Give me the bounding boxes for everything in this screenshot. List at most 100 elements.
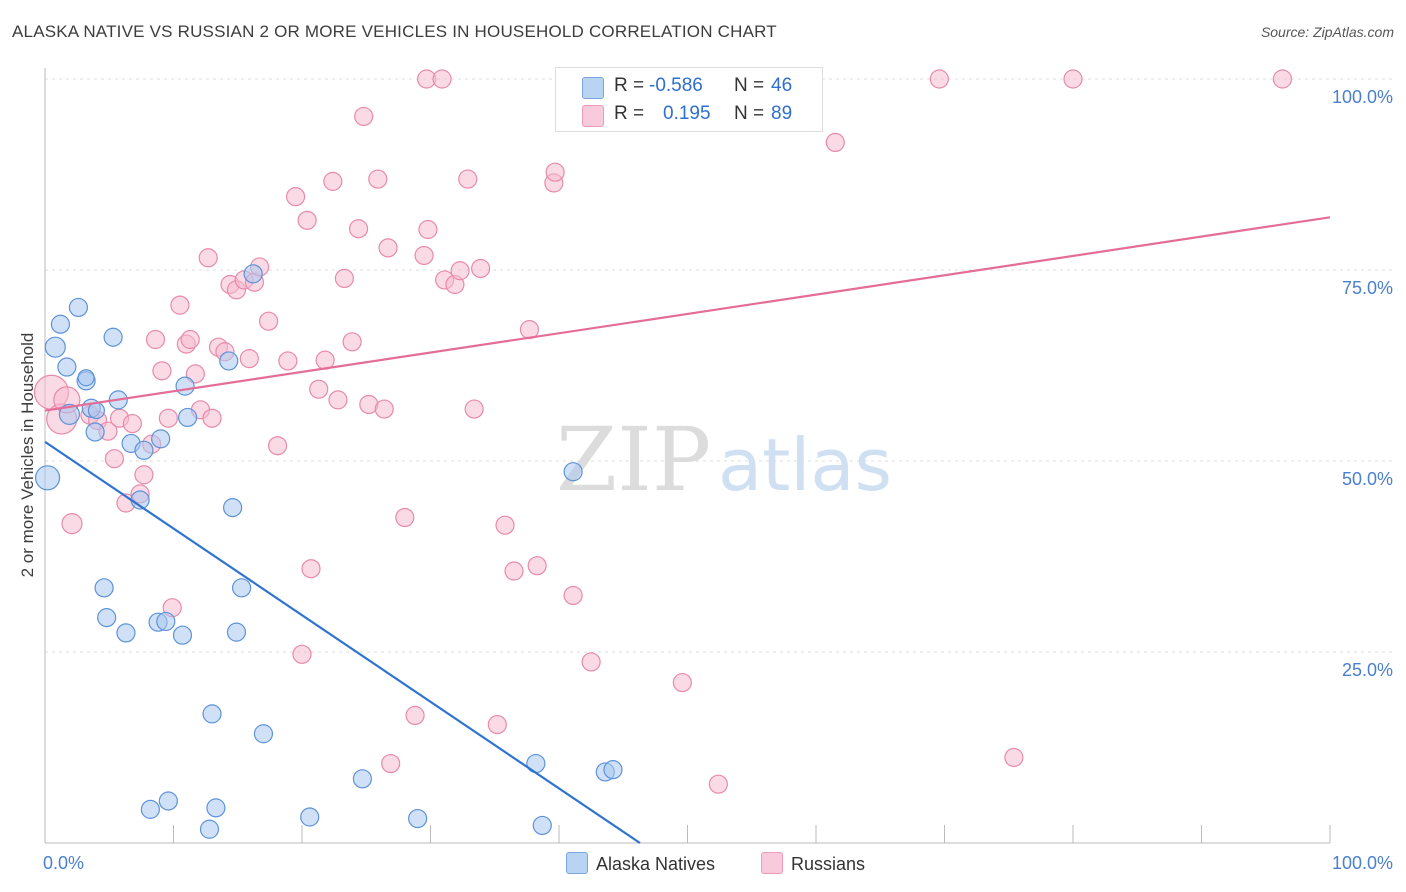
russian-trend-line: [44, 216, 1331, 412]
alaska-native-point-36: [300, 807, 320, 827]
alaska-native-point-1: [44, 336, 66, 358]
alaska-native-point-19: [140, 799, 160, 819]
russian-point-72: [563, 585, 583, 606]
legend-row-russians: R = 0.195 N = 89: [556, 101, 822, 129]
russian-point-56: [418, 219, 438, 240]
russian-point-30: [239, 349, 259, 369]
y-tick-label-2: 50.0%: [1342, 469, 1393, 489]
watermark-zip: ZIP: [556, 408, 711, 511]
russian-point-76: [672, 672, 692, 693]
russian-point-85: [1272, 69, 1293, 89]
chart-title: ALASKA NATIVE VS RUSSIAN 2 OR MORE VEHIC…: [12, 22, 777, 41]
r-value: -0.586: [649, 75, 703, 96]
russian-point-14: [145, 329, 166, 350]
russian-point-50: [374, 399, 394, 419]
russian-point-15: [152, 361, 172, 381]
alaska-native-point-33: [232, 578, 252, 598]
alaska-native-point-0: [34, 465, 61, 491]
alaska-native-trend-line: [44, 440, 641, 844]
russian-point-20: [180, 329, 200, 350]
alaska-native-point-4: [58, 403, 81, 425]
n-value: 89: [771, 103, 793, 124]
alaska-native-point-27: [199, 819, 220, 839]
n-label: N =: [734, 103, 765, 124]
y-tick-label-3: 25.0%: [1342, 660, 1393, 680]
alaska-natives-swatch: [566, 852, 588, 874]
alaska-native-point-9: [85, 422, 105, 442]
russian-point-18: [170, 295, 190, 315]
trend-lines: [44, 216, 1331, 844]
russian-point-61: [450, 261, 470, 281]
russian-point-81: [929, 69, 949, 89]
alaska-native-point-22: [156, 611, 176, 632]
alaska-native-point-43: [603, 760, 623, 780]
russian-point-63: [464, 399, 484, 419]
russian-point-21: [185, 364, 205, 384]
alaska-native-point-40: [532, 815, 552, 836]
alaska-native-point-23: [158, 791, 178, 811]
alaska-native-point-18: [134, 440, 154, 460]
alaska-native-point-3: [57, 357, 77, 377]
russian-point-65: [487, 714, 507, 735]
legend-item-russians[interactable]: Russians: [761, 852, 865, 875]
russian-point-54: [405, 705, 425, 726]
russian-point-7: [104, 449, 124, 469]
alaska-native-point-24: [172, 625, 193, 645]
x-tick-label-left: 0.0%: [43, 853, 84, 873]
alaska-native-point-25: [175, 376, 195, 396]
alaska-natives-points: [34, 264, 623, 839]
russian-point-69: [527, 556, 547, 576]
alaska-native-point-13: [103, 327, 123, 347]
russian-point-10: [122, 413, 142, 434]
y-tick-label-1: 75.0%: [1342, 278, 1393, 298]
russian-point-71: [545, 162, 565, 182]
russian-point-3: [61, 513, 83, 535]
legend-item-alaska-natives[interactable]: Alaska Natives: [566, 852, 715, 875]
russian-point-47: [354, 106, 374, 127]
russian-point-36: [285, 187, 306, 207]
alaska-native-point-32: [226, 622, 247, 642]
russian-point-16: [158, 408, 178, 428]
alaska-native-point-12: [97, 608, 117, 628]
russian-point-33: [258, 311, 279, 331]
alaska-natives-swatch: [582, 77, 604, 99]
russian-point-64: [471, 258, 491, 279]
alaska-native-point-34: [243, 264, 263, 284]
russian-point-82: [1004, 747, 1024, 768]
alaska-native-point-26: [178, 407, 198, 428]
russian-point-51: [381, 753, 401, 774]
russian-point-80: [825, 132, 845, 153]
n-value: 46: [771, 75, 793, 96]
russian-point-78: [708, 774, 728, 794]
alaska-native-point-11: [94, 578, 114, 598]
russian-point-12: [134, 465, 154, 485]
axes: [44, 68, 1331, 844]
russian-point-83: [1063, 69, 1083, 89]
alaska-native-point-35: [253, 724, 274, 744]
alaska-native-point-5: [68, 297, 89, 318]
russian-point-66: [495, 515, 515, 535]
series-legend: Alaska Natives Russians: [0, 850, 1406, 880]
y-tick-label-0: 100.0%: [1332, 87, 1393, 107]
r-value: 0.195: [663, 103, 711, 124]
alaska-native-point-31: [223, 498, 243, 518]
russian-point-53: [395, 507, 415, 528]
alaska-native-point-2: [50, 314, 71, 334]
tick-labels: 100.0% 75.0% 50.0% 25.0% 0.0% 100.0%: [43, 87, 1393, 873]
alaska-native-point-7: [77, 369, 95, 387]
russian-point-35: [278, 351, 298, 371]
russian-point-58: [432, 69, 452, 89]
alaska-native-point-15: [116, 623, 136, 643]
russian-point-38: [297, 210, 317, 230]
alaska-native-point-30: [219, 351, 239, 371]
watermark: ZIP atlas: [556, 408, 892, 511]
russian-point-67: [504, 561, 524, 581]
alaska-native-point-37: [352, 769, 372, 789]
r-label: R =: [614, 103, 645, 124]
legend-label: Russians: [791, 854, 866, 874]
legend-label: Alaska Natives: [596, 854, 716, 874]
russian-point-40: [309, 379, 329, 399]
alaska-native-point-41: [563, 462, 583, 482]
russians-swatch: [761, 852, 783, 874]
russian-point-37: [292, 644, 312, 664]
